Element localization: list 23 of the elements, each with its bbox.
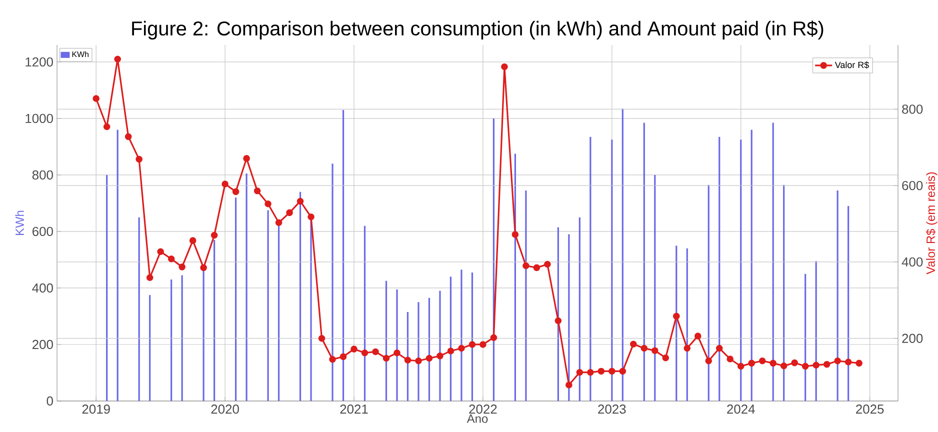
y-tick-label: 400 xyxy=(32,283,53,293)
x-tick-label: 2019 xyxy=(82,404,110,414)
legend-label: Valor R$ xyxy=(834,61,869,69)
y2-tick-label: 400 xyxy=(902,257,923,267)
x-tick-label: 2024 xyxy=(727,404,755,414)
y-tick-label: 600 xyxy=(32,226,53,236)
y-tick-label: 0 xyxy=(46,396,53,406)
y-tick-label: 200 xyxy=(32,340,53,350)
y2-tick-label: 200 xyxy=(902,334,923,343)
chart-title: Figure 2: Comparison between consumption (in kWh) and Amount paid (in R$) xyxy=(132,20,824,40)
y-axis-title: KWh xyxy=(15,210,24,235)
x-axis-title: Ano xyxy=(466,414,488,423)
x-tick-label: 2023 xyxy=(598,404,626,414)
x-tick-label: 2020 xyxy=(211,404,239,414)
y2-axis-title: Valor R$ (em reais) xyxy=(926,172,938,274)
y-tick-label: 800 xyxy=(32,170,53,180)
x-tick-label: 2022 xyxy=(469,404,497,414)
x-tick-label: 2025 xyxy=(856,404,884,414)
y-tick-label: 1000 xyxy=(26,114,53,124)
x-tick-label: 2021 xyxy=(340,404,368,414)
y-tick-label: 1200 xyxy=(26,57,53,67)
y2-tick-label: 800 xyxy=(902,104,923,114)
y2-tick-label: 600 xyxy=(902,180,923,190)
